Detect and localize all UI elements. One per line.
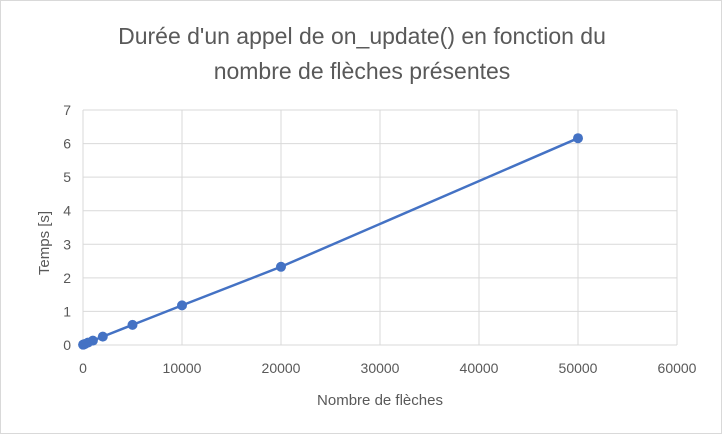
y-tick-label: 7 bbox=[63, 102, 71, 118]
x-tick-label: 50000 bbox=[559, 360, 598, 376]
data-point bbox=[97, 331, 108, 342]
data-point bbox=[177, 300, 187, 311]
y-tick-label: 6 bbox=[63, 136, 71, 152]
gridlines bbox=[82, 109, 678, 346]
x-axis-label: Nombre de flèches bbox=[317, 392, 443, 409]
chart-title-line-2: nombre de flèches présentes bbox=[214, 58, 511, 84]
y-tick-label: 0 bbox=[63, 337, 71, 353]
y-axis-label: Temps [s] bbox=[36, 211, 53, 275]
y-axis-ticks: 0 1 2 3 4 5 6 7 bbox=[63, 102, 71, 353]
x-tick-label: 60000 bbox=[658, 360, 697, 376]
x-tick-label: 10000 bbox=[163, 360, 202, 376]
series-line bbox=[82, 137, 579, 346]
data-point bbox=[573, 133, 583, 144]
data-point bbox=[127, 319, 138, 330]
chart-title: Durée d'un appel de on_update() en fonct… bbox=[118, 23, 606, 84]
y-tick-label: 3 bbox=[63, 236, 71, 252]
data-series bbox=[78, 133, 583, 350]
x-tick-label: 30000 bbox=[361, 360, 400, 376]
y-tick-label: 4 bbox=[63, 203, 71, 219]
data-point bbox=[87, 335, 98, 346]
y-tick-label: 2 bbox=[63, 270, 71, 286]
x-axis-ticks: 0 10000 20000 30000 40000 50000 60000 bbox=[79, 360, 697, 376]
data-point bbox=[276, 261, 286, 272]
x-tick-label: 20000 bbox=[262, 360, 301, 376]
chart-title-line-1: Durée d'un appel de on_update() en fonct… bbox=[118, 23, 606, 49]
y-tick-label: 1 bbox=[63, 303, 71, 319]
x-tick-label: 0 bbox=[79, 360, 87, 376]
y-tick-label: 5 bbox=[63, 169, 71, 185]
x-tick-label: 40000 bbox=[460, 360, 499, 376]
